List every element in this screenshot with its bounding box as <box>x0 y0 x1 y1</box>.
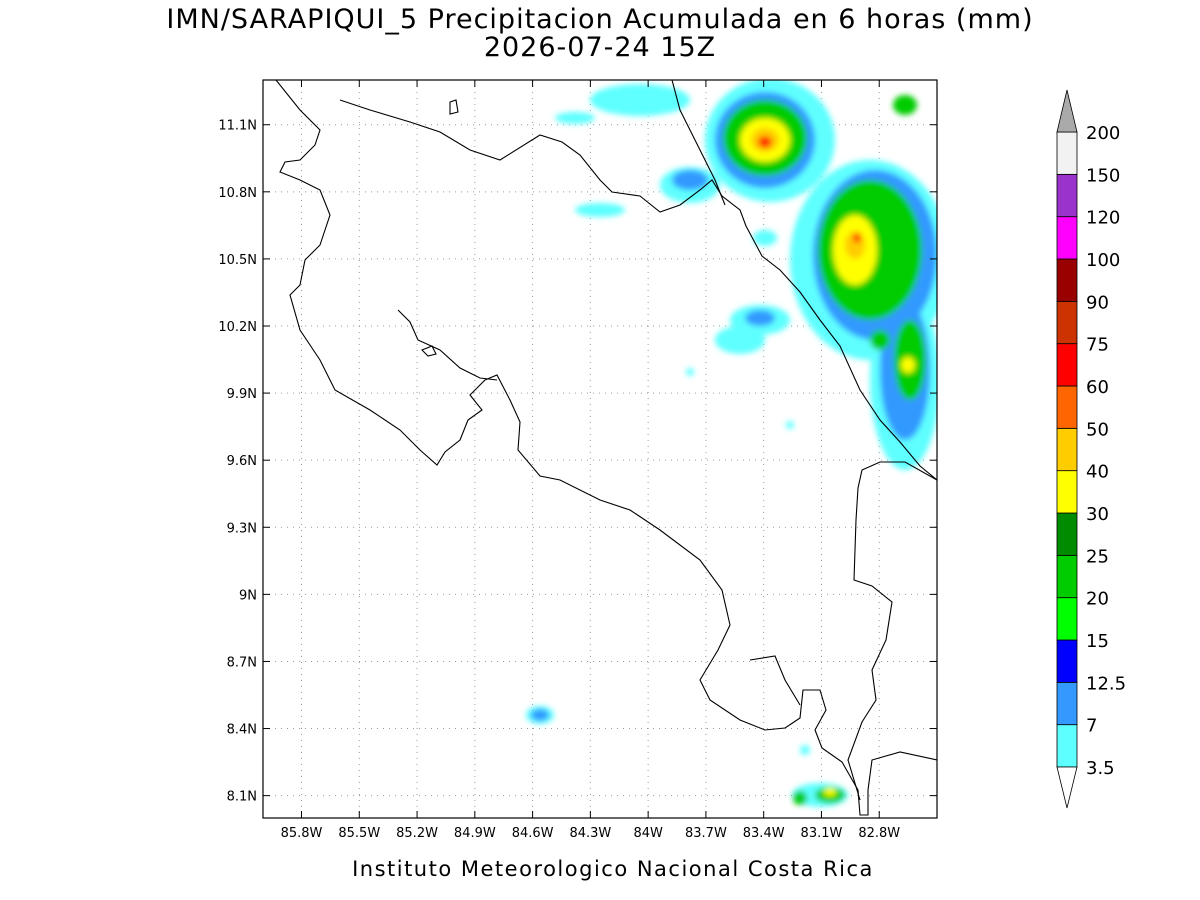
x-tick-label: 84.3W <box>569 826 611 841</box>
colorbar-label: 90 <box>1086 292 1109 313</box>
colorbar-label: 12.5 <box>1086 673 1126 694</box>
colorbar-band <box>1056 300 1078 345</box>
subtitle: 2026-07-24 15Z <box>484 32 716 63</box>
colorbar-band <box>1056 554 1078 599</box>
colorbar-band <box>1056 427 1078 472</box>
title: IMN/SARAPIQUI_5 Precipitacion Acumulada … <box>166 4 1033 35</box>
colorbar-label: 40 <box>1086 462 1109 483</box>
colorbar-label: 120 <box>1086 208 1120 229</box>
colorbar-label: 100 <box>1086 250 1120 271</box>
colorbar-band <box>1056 470 1078 514</box>
colorbar-label: 75 <box>1086 335 1109 356</box>
x-tick-label: 83.4W <box>743 826 785 841</box>
x-tick-label: 82.8W <box>858 826 900 841</box>
y-tick-label: 9N <box>239 588 257 603</box>
x-tick-label: 85.2W <box>396 826 438 841</box>
colorbar-label: 3.5 <box>1086 758 1115 779</box>
x-tick-label: 85.5W <box>338 826 380 841</box>
colorbar-band <box>1056 639 1078 683</box>
colorbar-label: 7 <box>1086 716 1097 737</box>
axes: 85.8W 85.5W 85.2W 84.9W 84.6W 84.3W 84W 83.7W 83… <box>218 80 937 841</box>
colorbar-over <box>1056 89 1078 133</box>
y-tick-label: 10.8N <box>218 186 257 201</box>
colorbar-label: 50 <box>1086 419 1109 440</box>
colorbar-label: 20 <box>1086 589 1109 610</box>
colorbar-band <box>1056 258 1078 302</box>
colorbar: 3.5 7 12.5 15 20 25 30 40 50 60 75 90 100 120 150 200 <box>1056 89 1126 809</box>
colorbar-label: 15 <box>1086 631 1109 652</box>
x-tick-label: 85.8W <box>281 826 323 841</box>
y-tick-label: 8.1N <box>227 790 257 805</box>
y-tick-label: 9.3N <box>227 521 257 536</box>
footer: Instituto Meteorologico Nacional Costa R… <box>352 857 874 881</box>
colorbar-band <box>1056 681 1078 726</box>
colorbar-band <box>1056 385 1078 429</box>
grid <box>263 80 937 818</box>
colorbar-band <box>1056 512 1078 556</box>
colorbar-band <box>1056 597 1078 641</box>
coastline <box>275 80 937 816</box>
y-tick-label: 10.2N <box>218 320 257 335</box>
colorbar-label: 60 <box>1086 377 1109 398</box>
y-tick-label: 9.6N <box>227 454 257 469</box>
colorbar-label: 150 <box>1086 165 1120 186</box>
x-tick-label: 84W <box>633 826 663 841</box>
colorbar-band <box>1056 131 1078 175</box>
y-tick-label: 10.5N <box>218 253 257 268</box>
colorbar-label: 30 <box>1086 504 1109 525</box>
plot-frame <box>262 79 938 819</box>
colorbar-band <box>1056 173 1078 218</box>
colorbar-label: 25 <box>1086 546 1109 567</box>
y-tick-label: 11.1N <box>218 119 257 134</box>
x-tick-label: 84.6W <box>512 826 554 841</box>
colorbar-label: 200 <box>1086 123 1120 144</box>
y-tick-label: 9.9N <box>227 387 257 402</box>
x-tick-label: 83.7W <box>685 826 727 841</box>
colorbar-band <box>1056 724 1078 768</box>
colorbar-band <box>1056 216 1078 260</box>
x-tick-label: 84.9W <box>454 826 496 841</box>
precip-field <box>526 80 937 807</box>
y-tick-label: 8.7N <box>227 655 257 670</box>
colorbar-band <box>1056 343 1078 387</box>
x-tick-label: 83.1W <box>801 826 843 841</box>
y-tick-label: 8.4N <box>227 723 257 738</box>
colorbar-under <box>1056 766 1078 809</box>
